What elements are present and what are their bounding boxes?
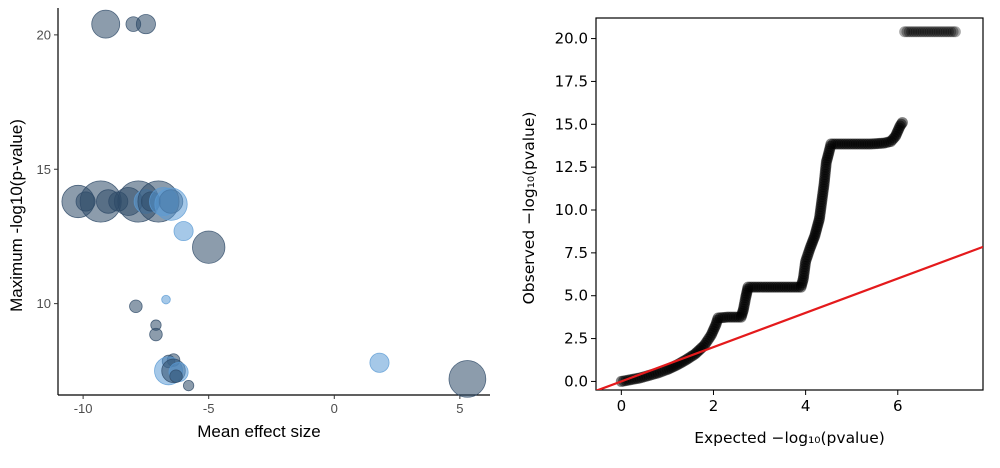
qq-data-group (596, 26, 983, 390)
qq-point (915, 26, 927, 38)
qq-point (913, 26, 924, 38)
qq-point (910, 26, 922, 38)
qq-point (908, 26, 920, 38)
bubble-point (149, 327, 163, 342)
qq-point (917, 26, 929, 38)
y-tick-label: 10.0 (555, 201, 588, 219)
plot-frame (595, 17, 984, 391)
y-tick-label: 10 (37, 296, 51, 311)
bubble-point (135, 14, 156, 35)
y-tick-label: 5.0 (564, 287, 588, 305)
qq-point (940, 26, 952, 38)
qq-point (899, 26, 911, 38)
y-tick-label: 20 (37, 27, 51, 42)
qq-point (942, 26, 954, 38)
x-tick-label: 2 (709, 397, 719, 415)
qq-point (938, 26, 950, 38)
y-tick-label: 7.5 (564, 244, 588, 262)
x-tick-label: 0 (617, 397, 627, 415)
y-axis-title: Observed −log₁₀(pvalue) (520, 112, 538, 305)
bubble-point (91, 9, 121, 39)
y-tick-label: 15 (37, 162, 51, 177)
qq-point (931, 26, 943, 38)
qq-point (945, 26, 957, 38)
qq-point (919, 26, 931, 38)
qq-point (936, 26, 948, 38)
x-tick-label: 4 (801, 397, 811, 415)
bubble-point (448, 360, 487, 398)
qq-point (929, 26, 941, 38)
x-tick-label: -5 (203, 401, 215, 416)
x-axis-title: Expected −log₁₀(pvalue) (694, 429, 885, 447)
y-tick-label: 0.0 (564, 372, 588, 390)
y-tick-label: 15.0 (555, 115, 588, 133)
bubble-point (161, 294, 171, 305)
qq-point (933, 26, 945, 38)
y-tick-label: 20.0 (555, 30, 588, 48)
y-tick-label: 17.5 (555, 72, 588, 90)
effect-size-scatter-chart: -10 -5 0 5 10 15 20 Mean effect size Maximum -lo… (7, 8, 490, 441)
x-tick-label: 5 (456, 401, 463, 416)
x-tick-label: 6 (893, 397, 903, 415)
bubble-point (369, 352, 390, 373)
qq-point (947, 26, 959, 38)
qq-point (901, 26, 913, 38)
bubble-point (173, 221, 194, 242)
bubble-point (154, 187, 188, 221)
qq-point (906, 26, 918, 38)
bubble-point (169, 369, 183, 383)
y-tick-label: 12.5 (555, 158, 588, 176)
qq-point (903, 26, 915, 38)
bubble-point (129, 299, 143, 314)
y-axis-title: Maximum -log10(p-value) (7, 119, 26, 312)
x-tick-label: -10 (74, 401, 93, 416)
qq-point (926, 26, 938, 38)
x-axis-title: Mean effect size (197, 422, 320, 441)
x-tick-label: 0 (331, 401, 338, 416)
qq-point (922, 26, 934, 38)
qq-point (896, 117, 908, 129)
qq-point (949, 26, 961, 38)
bubble-point (192, 230, 226, 264)
bubble-point (183, 379, 195, 392)
y-tick-label: 2.5 (564, 330, 588, 348)
reference-line (596, 245, 983, 390)
qq-point (924, 26, 936, 38)
